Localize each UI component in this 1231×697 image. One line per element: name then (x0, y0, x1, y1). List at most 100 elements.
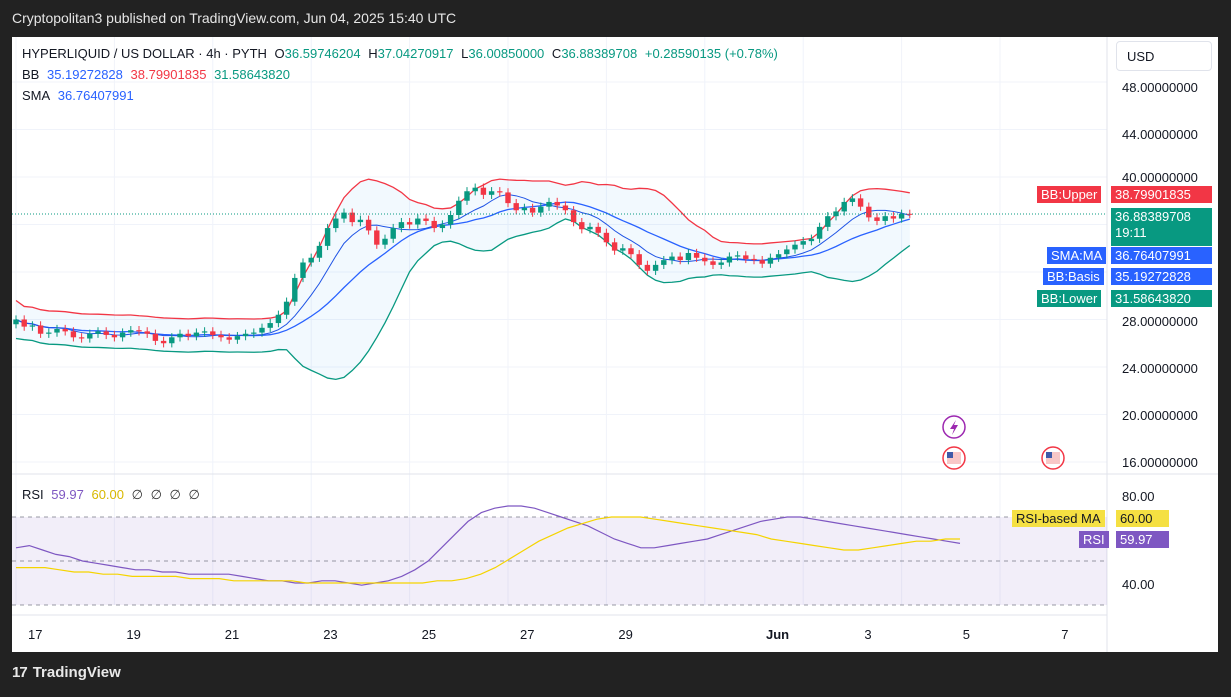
tradingview-footer[interactable]: 17 TradingView (12, 664, 121, 681)
candle-body (70, 331, 77, 338)
candle-body (374, 230, 380, 245)
candle-body (808, 238, 815, 242)
rsi-ma-line (16, 516, 960, 584)
candle-body (644, 264, 651, 271)
sma-value: 36.76407991 (57, 88, 134, 103)
candle-body (784, 249, 790, 255)
high-value: 37.04270917 (377, 46, 454, 61)
rsi-line (15, 505, 961, 586)
rsi-label: RSI (22, 487, 44, 502)
candle-body (226, 337, 232, 340)
candle-body (324, 228, 331, 246)
candle-body (267, 323, 273, 328)
candle-body (603, 232, 610, 243)
chart-panel[interactable]: HYPERLIQUID / US DOLLAR · 4h · PYTH O36.… (12, 37, 1218, 652)
candle-body (546, 201, 552, 207)
candle-body (349, 212, 355, 223)
tradingview-brand: TradingView (32, 664, 121, 681)
candle-body (464, 191, 470, 201)
time-tick: 19 (126, 627, 141, 642)
candle-body (685, 253, 692, 261)
candle-body (833, 211, 839, 217)
candle-body (767, 257, 774, 264)
sma-tag-value: 36.76407991 (1111, 247, 1212, 264)
symbol-title[interactable]: HYPERLIQUID / US DOLLAR · 4h · PYTH (22, 46, 267, 61)
time-tick: 17 (28, 627, 43, 642)
time-tick: 3 (864, 627, 872, 642)
candle-body (898, 213, 905, 219)
candle-body (529, 207, 536, 213)
candle-body (128, 330, 134, 333)
bb-band-fill (16, 179, 910, 380)
candle-body (628, 248, 634, 255)
candle-body (415, 218, 421, 225)
candle-body (406, 222, 413, 225)
tradingview-logo-icon: 17 (12, 664, 28, 681)
lightning-icon (950, 420, 958, 435)
candle-body (816, 226, 823, 239)
candle-body (447, 215, 454, 225)
candle-body (103, 331, 109, 335)
close-label: C (551, 46, 562, 61)
candle-body (562, 205, 569, 211)
candle-body (570, 210, 577, 223)
bb-upper-line (15, 178, 910, 320)
candle-body (365, 219, 372, 231)
candle-body (95, 331, 101, 334)
candle-body (29, 325, 36, 327)
candle-body (333, 218, 339, 229)
rsi-extra-3: ∅ (169, 487, 181, 502)
candle-body (54, 329, 60, 333)
candle-body (857, 198, 864, 207)
rsi-value: 59.97 (51, 487, 84, 502)
candle-body (177, 333, 183, 338)
candle-body (193, 332, 200, 337)
bb-legend[interactable]: BB 35.19272828 38.79901835 31.58643820 (22, 67, 294, 82)
open-value: 36.59746204 (284, 46, 361, 61)
candle-body (390, 228, 396, 239)
candle-body (710, 261, 716, 265)
candle-body (21, 319, 27, 327)
candle-body (579, 222, 585, 230)
candle-body (677, 256, 683, 261)
rsi-tick: 80.00 (1122, 489, 1155, 504)
time-tick: Jun (766, 627, 790, 642)
open-label: O (274, 46, 285, 61)
us-flag-canton (1046, 452, 1052, 458)
candle-body (800, 241, 806, 245)
price-tick: 16.00000000 (1122, 455, 1198, 470)
rsi-legend[interactable]: RSI 59.97 60.00 ∅ ∅ ∅ ∅ (22, 487, 204, 503)
candle-body (759, 260, 765, 264)
candle-body (661, 260, 667, 265)
candle-body (119, 332, 126, 338)
sma-tag-label: SMA:MA (1047, 247, 1107, 264)
candle-body (308, 257, 314, 263)
time-tick: 29 (618, 627, 633, 642)
bb-lower-tag-value: 31.58643820 (1111, 290, 1212, 307)
last-price-value: 36.88389708 (1115, 209, 1191, 224)
bb-label: BB (22, 67, 40, 82)
price-tick: 24.00000000 (1122, 361, 1198, 376)
candle-body (726, 256, 733, 263)
candle-body (316, 245, 323, 258)
rsi-extra-4: ∅ (188, 487, 200, 502)
candle-body (423, 218, 429, 221)
chart-canvas[interactable] (12, 37, 1218, 652)
time-tick: 25 (421, 627, 437, 642)
low-value: 36.00850000 (468, 46, 545, 61)
candle-body (734, 255, 741, 257)
candle-body (275, 314, 282, 324)
candle-body (439, 224, 446, 229)
basis-tag-label: BB:Basis (1043, 268, 1104, 285)
candle-body (587, 226, 593, 230)
candle-body (456, 200, 462, 215)
price-tick: 44.00000000 (1122, 127, 1198, 142)
candle-body (283, 301, 290, 315)
candle-body (62, 329, 68, 332)
candle-body (792, 244, 798, 250)
sma-legend[interactable]: SMA 36.76407991 (22, 88, 138, 103)
ohlc-header: HYPERLIQUID / US DOLLAR · 4h · PYTH O36.… (22, 46, 782, 61)
candle-body (538, 206, 544, 213)
candle-body (160, 340, 167, 344)
currency-button[interactable]: USD (1116, 41, 1212, 71)
